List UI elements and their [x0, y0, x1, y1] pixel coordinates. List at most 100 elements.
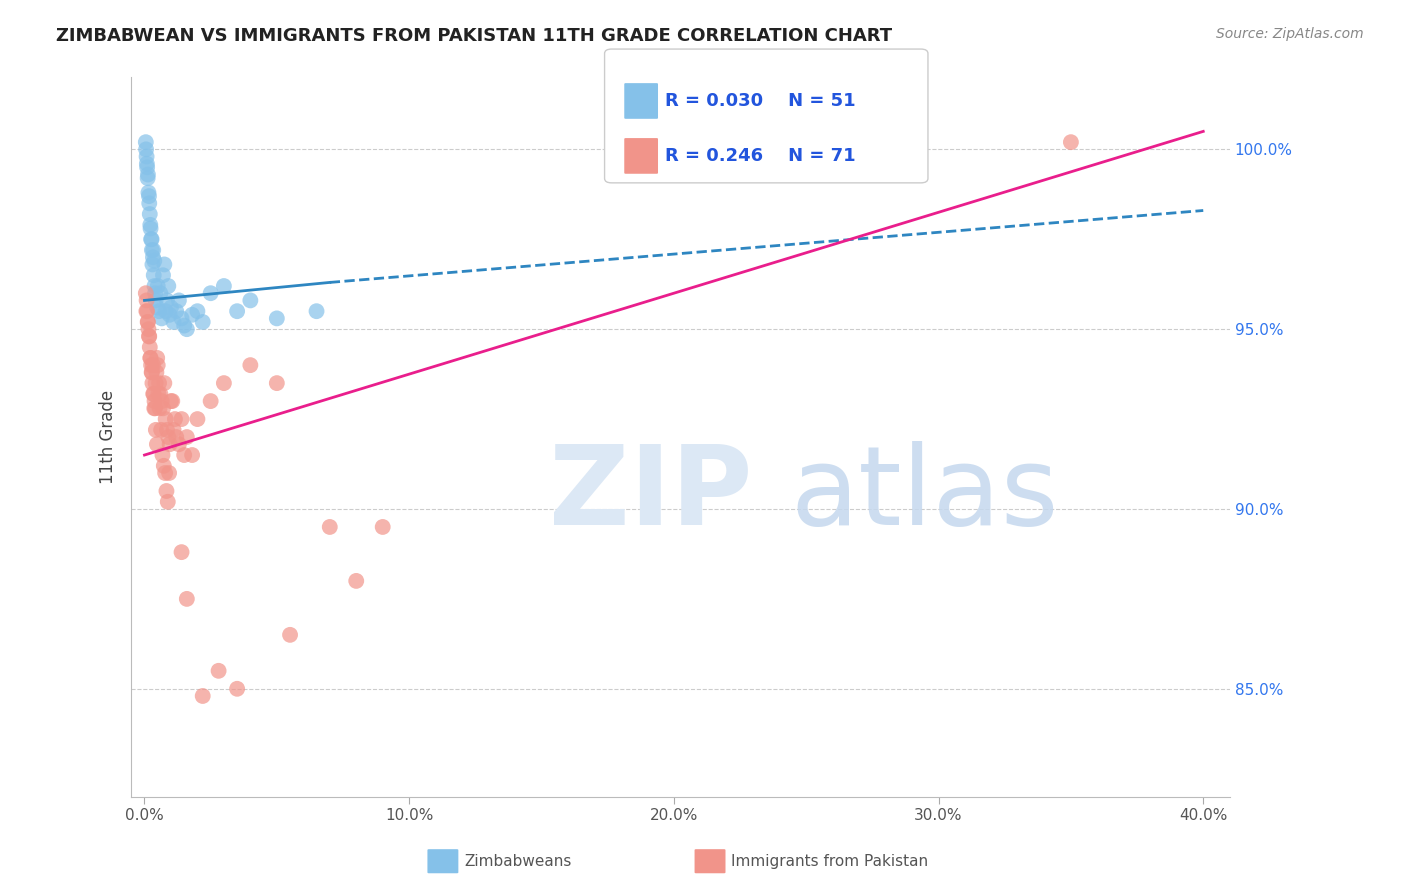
- Point: [170, 412, 193, 426]
- Point: [266, 311, 288, 326]
- Point: [226, 681, 249, 696]
- Point: [212, 376, 235, 391]
- Point: [135, 304, 157, 318]
- Point: [173, 448, 195, 462]
- Point: [157, 430, 180, 444]
- Point: [152, 448, 174, 462]
- Point: [162, 423, 184, 437]
- Point: [142, 387, 165, 401]
- Point: [138, 189, 160, 203]
- Point: [153, 458, 176, 473]
- Point: [159, 437, 181, 451]
- Point: [186, 304, 208, 318]
- Point: [142, 387, 165, 401]
- Point: [139, 207, 162, 221]
- Point: [141, 232, 163, 246]
- Point: [135, 157, 157, 171]
- Point: [146, 279, 169, 293]
- Point: [135, 293, 157, 308]
- Point: [138, 322, 160, 336]
- Text: ZIP: ZIP: [548, 442, 752, 548]
- Point: [150, 423, 173, 437]
- Point: [142, 243, 165, 257]
- Point: [176, 591, 198, 606]
- Point: [142, 250, 165, 264]
- Point: [319, 520, 342, 534]
- Point: [170, 311, 193, 326]
- Point: [143, 401, 166, 416]
- Point: [145, 293, 167, 308]
- Point: [159, 308, 181, 322]
- Text: ZIMBABWEAN VS IMMIGRANTS FROM PAKISTAN 11TH GRADE CORRELATION CHART: ZIMBABWEAN VS IMMIGRANTS FROM PAKISTAN 1…: [56, 27, 893, 45]
- Point: [186, 412, 208, 426]
- Point: [148, 304, 170, 318]
- Text: R = 0.030    N = 51: R = 0.030 N = 51: [665, 92, 856, 110]
- Point: [135, 142, 157, 156]
- Point: [176, 322, 198, 336]
- Point: [136, 315, 159, 329]
- Point: [156, 293, 179, 308]
- Point: [155, 483, 177, 498]
- Point: [173, 318, 195, 333]
- Point: [141, 365, 163, 379]
- Point: [181, 308, 204, 322]
- Point: [239, 358, 262, 372]
- Point: [156, 423, 179, 437]
- Point: [157, 466, 180, 480]
- Point: [153, 376, 176, 391]
- Point: [152, 401, 174, 416]
- Point: [278, 628, 301, 642]
- Point: [157, 279, 180, 293]
- Point: [145, 423, 167, 437]
- Point: [152, 268, 174, 283]
- Point: [139, 218, 162, 232]
- Point: [226, 304, 249, 318]
- Point: [145, 376, 167, 391]
- Point: [212, 279, 235, 293]
- Point: [150, 394, 173, 409]
- Point: [266, 376, 288, 391]
- Point: [160, 394, 183, 409]
- Point: [135, 135, 157, 149]
- Point: [146, 351, 169, 365]
- Point: [163, 412, 186, 426]
- Text: Zimbabweans: Zimbabweans: [464, 855, 571, 869]
- Point: [135, 150, 157, 164]
- Point: [139, 340, 162, 354]
- Point: [136, 304, 159, 318]
- Text: Immigrants from Pakistan: Immigrants from Pakistan: [731, 855, 928, 869]
- Point: [141, 365, 163, 379]
- Point: [136, 168, 159, 182]
- Point: [162, 394, 184, 409]
- Point: [191, 689, 214, 703]
- Point: [138, 329, 160, 343]
- Point: [165, 430, 187, 444]
- Point: [136, 315, 159, 329]
- Point: [344, 574, 367, 588]
- Point: [146, 358, 169, 372]
- Point: [143, 286, 166, 301]
- Point: [155, 412, 177, 426]
- Point: [139, 221, 162, 235]
- Point: [239, 293, 262, 308]
- Point: [167, 437, 190, 451]
- Point: [138, 186, 160, 200]
- Point: [136, 171, 159, 186]
- Point: [149, 286, 172, 301]
- Point: [141, 376, 163, 391]
- Point: [165, 304, 187, 318]
- Point: [138, 329, 160, 343]
- Point: [139, 232, 162, 246]
- Point: [148, 401, 170, 416]
- Point: [149, 387, 172, 401]
- Point: [141, 257, 163, 271]
- Point: [167, 293, 190, 308]
- Point: [148, 387, 170, 401]
- Point: [160, 301, 183, 315]
- Point: [145, 365, 167, 379]
- Point: [170, 545, 193, 559]
- Point: [148, 376, 170, 391]
- Point: [142, 358, 165, 372]
- Point: [371, 520, 394, 534]
- Point: [150, 311, 173, 326]
